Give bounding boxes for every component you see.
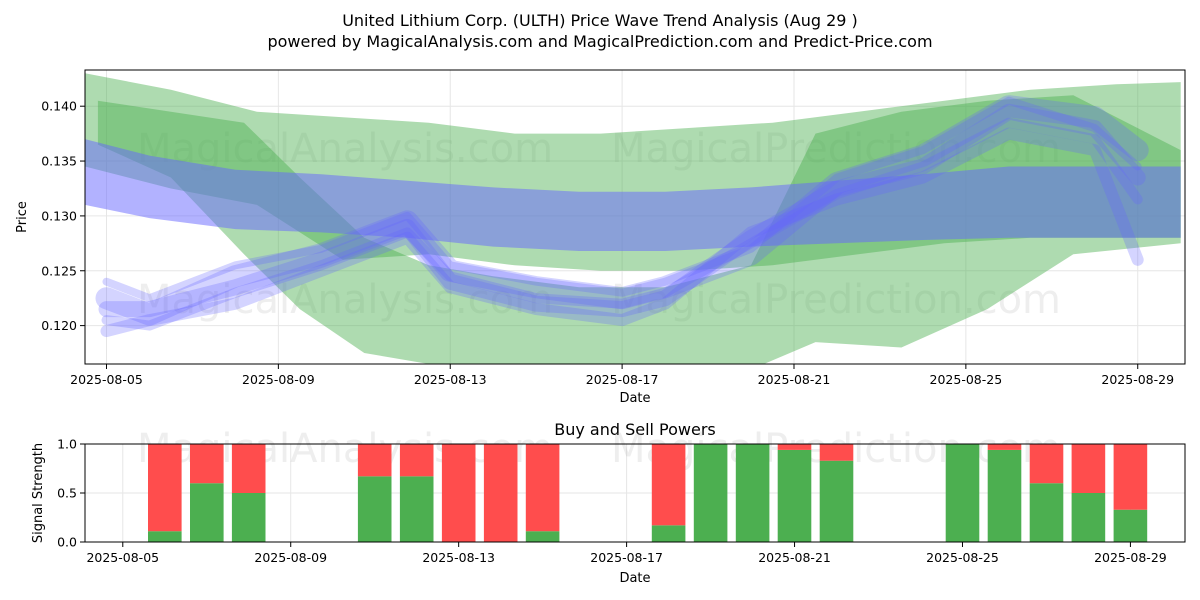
buy-bar — [1071, 493, 1106, 542]
watermark-analysis: MagicalAnalysis.com — [137, 277, 553, 323]
signal-x-tick-label: 2025-08-05 — [86, 550, 159, 565]
price-y-tick-label: 0.140 — [41, 99, 77, 114]
price-x-tick-label: 2025-08-29 — [1101, 372, 1174, 387]
wave-line — [100, 127, 1144, 338]
price-x-tick-label: 2025-08-13 — [414, 372, 487, 387]
price-x-tick-label: 2025-08-25 — [930, 372, 1003, 387]
chart-title: United Lithium Corp. (ULTH) Price Wave T… — [342, 11, 858, 30]
price-y-tick-label: 0.135 — [41, 154, 77, 169]
signal-x-axis: 2025-08-05 2025-08-09 2025-08-13 2025-08-17… — [86, 542, 1167, 565]
price-x-tick-label: 2025-08-17 — [586, 372, 659, 387]
signal-x-tick-label: 2025-08-09 — [254, 550, 327, 565]
signal-bars — [148, 444, 1148, 542]
sell-bar — [1113, 444, 1148, 510]
signal-y-tick-label: 0.0 — [57, 535, 77, 550]
buy-bar — [1113, 509, 1148, 542]
signal-y-label: Signal Strength — [31, 443, 46, 543]
watermark-prediction: MagicalPrediction.com — [611, 277, 1061, 323]
price-y-label: Price — [15, 201, 30, 233]
buy-bar — [1029, 483, 1064, 542]
sell-bar — [231, 444, 266, 493]
signal-title: Buy and Sell Powers — [554, 420, 716, 439]
signal-x-tick-label: 2025-08-25 — [926, 550, 999, 565]
sell-bar — [190, 444, 224, 484]
watermark-prediction: MagicalPrediction.com — [611, 126, 1061, 172]
sell-bar — [987, 444, 1022, 450]
price-panel: MagicalAnalysis.com MagicalPrediction.co… — [15, 69, 1186, 406]
price-waves — [95, 95, 1149, 338]
signal-y-tick-label: 0.5 — [57, 486, 77, 501]
signal-x-tick-label: 2025-08-29 — [1094, 550, 1167, 565]
price-bands — [85, 73, 1181, 364]
sell-bar — [357, 444, 392, 477]
signal-x-tick-label: 2025-08-17 — [590, 550, 663, 565]
sell-bar — [525, 444, 560, 532]
signal-panel: Buy and Sell Powers MagicalAnalysis.com … — [31, 420, 1186, 586]
buy-bar — [525, 531, 560, 542]
buy-bar — [148, 531, 182, 542]
signal-y-tick-label: 1.0 — [57, 437, 77, 452]
sell-bar — [777, 444, 812, 450]
price-y-tick-label: 0.130 — [41, 208, 77, 223]
buy-bar — [945, 444, 980, 542]
buy-bar — [735, 444, 770, 542]
sell-bar — [1071, 444, 1106, 493]
signal-x-tick-label: 2025-08-13 — [422, 550, 495, 565]
price-x-tick-label: 2025-08-21 — [758, 372, 831, 387]
chart-subtitle: powered by MagicalAnalysis.com and Magic… — [267, 32, 932, 51]
buy-bar — [987, 449, 1022, 542]
sell-bar — [651, 444, 686, 526]
sell-bar — [441, 444, 476, 542]
price-y-tick-label: 0.120 — [41, 318, 77, 333]
buy-bar — [693, 444, 728, 542]
wave-line — [95, 95, 1149, 326]
price-axes-frame — [84, 69, 1186, 365]
wave-line — [98, 103, 1146, 318]
sell-bar — [148, 444, 182, 532]
signal-x-tick-label: 2025-08-21 — [758, 550, 831, 565]
sell-bar — [399, 444, 434, 477]
price-x-tick-label: 2025-08-05 — [70, 372, 143, 387]
signal-x-label: Date — [619, 571, 650, 586]
blue-trend-band — [85, 139, 1181, 251]
buy-bar — [190, 483, 224, 542]
watermark-analysis: MagicalAnalysis.com — [137, 126, 553, 172]
price-x-axis: 2025-08-05 2025-08-09 2025-08-13 2025-08-17… — [70, 364, 1174, 387]
price-y-tick-label: 0.125 — [41, 263, 77, 278]
sell-bar — [483, 444, 518, 542]
price-y-axis: 0.120 0.125 0.130 0.135 0.140 — [41, 99, 85, 333]
buy-bar — [819, 460, 854, 542]
buy-bar — [357, 476, 392, 542]
price-x-tick-label: 2025-08-09 — [242, 372, 315, 387]
buy-bar — [651, 525, 686, 542]
buy-bar — [231, 493, 266, 542]
green-trend-band — [97, 95, 1181, 364]
price-x-label: Date — [619, 391, 650, 406]
buy-bar — [777, 449, 812, 542]
signal-y-axis: 0.0 0.5 1.0 — [57, 437, 85, 550]
buy-bar — [399, 476, 434, 542]
wave-line — [101, 117, 1143, 331]
sell-bar — [819, 444, 854, 461]
price-watermarks: MagicalAnalysis.com MagicalPrediction.co… — [137, 126, 1061, 323]
wave-line — [102, 96, 1142, 303]
sell-bar — [1029, 444, 1064, 484]
